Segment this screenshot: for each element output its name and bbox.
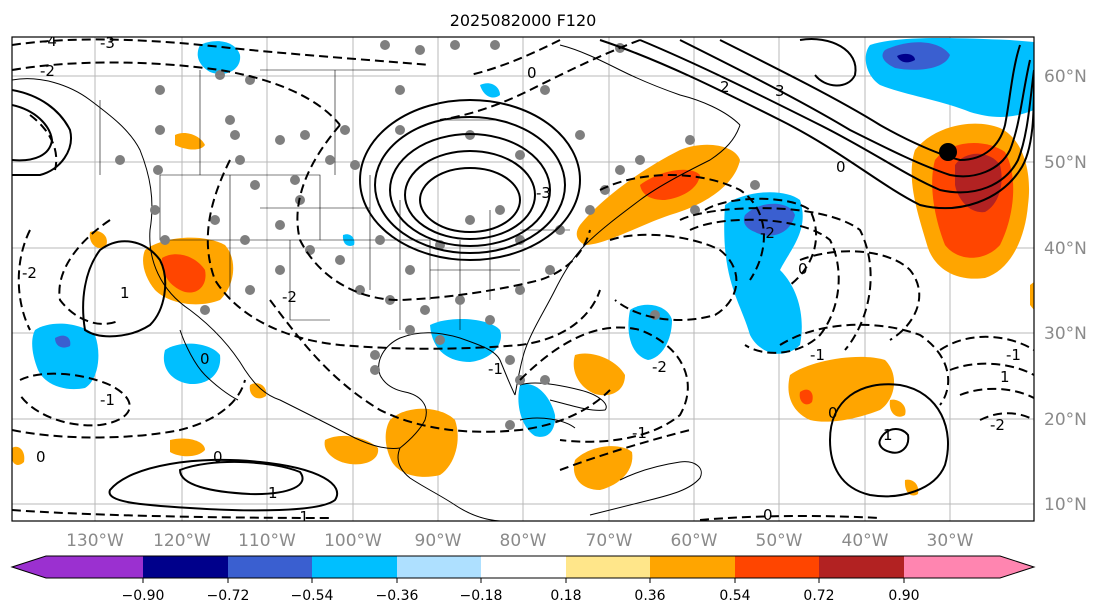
contour-label: 0 [36, 448, 46, 466]
contour-label: 0 [763, 506, 773, 524]
lon-label: 110°W [238, 531, 296, 551]
latitude-labels: 60°N 50°N 40°N 30°N 20°N 10°N [1044, 67, 1087, 515]
contour-label: 0 [527, 64, 537, 82]
colorbar-segment [312, 556, 397, 578]
colorbar-segment [143, 556, 228, 578]
lon-label: 80°W [500, 531, 547, 551]
contour-label: -2 [990, 416, 1005, 434]
contour-label: -2 [22, 264, 37, 282]
colorbar-tick-label: 0.36 [634, 588, 665, 604]
lon-label: 100°W [324, 531, 382, 551]
contour-label: -3 [536, 184, 551, 202]
contour-label: 0 [836, 158, 846, 176]
colorbar-outline [10, 555, 1036, 579]
lon-label: 70°W [586, 531, 633, 551]
lon-label: 50°W [756, 531, 803, 551]
colorbar-segment [650, 556, 735, 578]
graticule [12, 37, 1034, 521]
lat-label: 10°N [1044, 495, 1087, 515]
colorbar: −0.90 −0.72 −0.54 −0.36 −0.18 0.18 0.36 … [10, 555, 1036, 604]
state-borders [99, 69, 570, 330]
coastlines [12, 44, 741, 521]
contour-label: 1 [883, 426, 893, 444]
station-markers [115, 40, 760, 430]
colorbar-segment [566, 556, 650, 578]
contour-label: 0 [213, 448, 223, 466]
colorbar-segment [397, 556, 481, 578]
negative-contours [12, 38, 1034, 521]
colorbar-tick-label: −0.54 [291, 588, 334, 604]
contour-label: 1 [1000, 368, 1010, 386]
colorbar-tick-label: 0.90 [888, 588, 919, 604]
contour-label: 2 [720, 78, 730, 96]
contour-label: -3 [100, 34, 115, 52]
contour-label: -1 [100, 391, 115, 409]
colorbar-tick-label: −0.72 [207, 588, 250, 604]
colorbar-segment [735, 556, 819, 578]
contour-label: -2 [40, 62, 55, 80]
lat-label: 30°N [1044, 324, 1087, 344]
colorbar-segment [46, 556, 143, 578]
contour-label: 1 [268, 484, 278, 502]
lat-label: 50°N [1044, 153, 1087, 173]
contour-label: -1 [1006, 346, 1021, 364]
colorbar-tick-label: −0.18 [460, 588, 503, 604]
lon-label: 90°W [415, 531, 462, 551]
colorbar-tick-label: 0.54 [719, 588, 750, 604]
colorbar-tick-label: −0.90 [122, 588, 165, 604]
negative-anomaly-fills [32, 37, 1034, 437]
contour-label: 3 [775, 82, 785, 100]
contour-label: -1 [632, 424, 647, 442]
colorbar-tick-label: −0.36 [376, 588, 419, 604]
contour-label: -2 [282, 288, 297, 306]
map-frame [11, 36, 1035, 522]
contour-label: 0 [828, 404, 838, 422]
lon-label: 120°W [153, 531, 211, 551]
contour-label: 0 [200, 350, 210, 368]
contour-label: -4 [42, 32, 57, 50]
location-marker [939, 143, 957, 161]
colorbar-segment [481, 556, 566, 578]
lon-label: 60°W [671, 531, 718, 551]
contour-label: 1 [120, 284, 130, 302]
colorbar-segment [228, 556, 312, 578]
map-title: 2025082000 F120 [450, 11, 597, 30]
contour-label: 0 [798, 260, 808, 278]
contour-label: -1 [294, 508, 309, 526]
colorbar-tick-label: 0.72 [803, 588, 834, 604]
lon-label: 40°W [842, 531, 889, 551]
colorbar-extend-high [1000, 556, 1034, 578]
lat-label: 20°N [1044, 410, 1087, 430]
colorbar-segment [819, 556, 904, 578]
lon-label: 130°W [66, 531, 124, 551]
longitude-labels: 130°W 120°W 110°W 100°W 90°W 80°W 70°W 6… [66, 531, 974, 551]
map-area: -4 -3 -2 -2 -1 0 1 2 3 -3 -2 -1 0 -2 -1 … [12, 32, 1034, 526]
positive-anomaly-fills [12, 123, 1034, 496]
lat-label: 40°N [1044, 239, 1087, 259]
colorbar-tick-label: 0.18 [550, 588, 581, 604]
colorbar-extend-low [12, 556, 46, 578]
contour-label: -2 [652, 358, 667, 376]
contour-label: -1 [488, 360, 503, 378]
contour-label: -1 [810, 346, 825, 364]
lat-label: 60°N [1044, 67, 1087, 87]
lon-label: 30°W [927, 531, 974, 551]
colorbar-segment [904, 556, 1000, 578]
positive-contours [12, 38, 1034, 512]
contour-label: -2 [760, 224, 775, 242]
contour-labels: -4 -3 -2 -2 -1 0 1 2 3 -3 -2 -1 0 -2 -1 … [22, 32, 1021, 526]
